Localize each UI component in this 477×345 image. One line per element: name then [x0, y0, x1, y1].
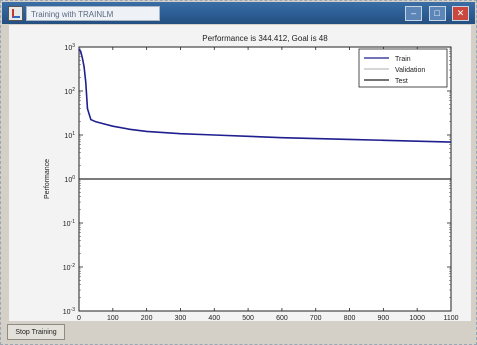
series-point — [95, 121, 97, 123]
series-point — [213, 134, 215, 136]
legend-box — [358, 48, 448, 88]
x-tick-label: 100 — [107, 315, 119, 321]
legend-entry: Train — [395, 56, 411, 63]
y-tick-label: 102 — [64, 87, 75, 96]
y-tick-label: 101 — [64, 131, 75, 140]
series-point — [80, 50, 82, 52]
series-point — [86, 108, 89, 110]
x-tick-label: 700 — [310, 315, 322, 321]
x-tick-label: 600 — [276, 315, 288, 321]
performance-chart: Performance is 344.412, Goal is 48 0 100 20… — [44, 34, 459, 321]
series-point — [78, 48, 80, 50]
series-point — [382, 139, 384, 141]
series-point — [103, 123, 105, 125]
x-tick-label: 1000 — [409, 315, 425, 321]
series-point — [450, 141, 452, 143]
minimize-icon[interactable]: – — [405, 6, 423, 21]
window-controls: – □ ✕ — [403, 6, 469, 21]
x-tick-label: 1100 — [443, 315, 458, 321]
y-tick-label: 103 — [64, 43, 75, 52]
y-tick-label: 10-2 — [63, 263, 75, 272]
series-point — [129, 128, 131, 130]
series-point — [416, 140, 418, 142]
series-point — [315, 137, 317, 140]
matlab-app-icon — [8, 6, 23, 21]
y-tick-label: 100 — [64, 175, 75, 184]
y-tick-label: 10-1 — [63, 219, 75, 228]
series-point — [146, 130, 148, 133]
x-tick-label: 800 — [344, 315, 356, 321]
series-point — [281, 137, 283, 139]
legend-entry: Test — [395, 78, 408, 85]
series-point — [83, 66, 85, 68]
y-tick-label: 10-3 — [63, 307, 75, 316]
series-point — [179, 133, 182, 135]
x-tick-label: 300 — [175, 315, 187, 321]
stop-training-button[interactable]: Stop Training — [7, 324, 65, 340]
x-tick-label: 0 — [77, 315, 81, 321]
close-icon[interactable]: ✕ — [452, 6, 469, 21]
legend-entry: Validation — [395, 67, 425, 74]
series-point — [85, 81, 87, 83]
series-point — [247, 135, 249, 137]
chart-title: Performance is 344.412, Goal is 48 — [202, 34, 328, 43]
x-tick-label: 900 — [378, 315, 390, 321]
y-axis-label: Performance — [44, 159, 51, 199]
title-bar[interactable]: Training with TRAINLM – □ ✕ — [2, 2, 475, 24]
series-point — [90, 119, 92, 121]
series-point — [348, 138, 351, 140]
x-tick-label: 400 — [208, 315, 220, 321]
series-point — [81, 57, 83, 59]
window-title: Training with TRAINLM — [26, 6, 160, 21]
x-tick-label: 500 — [242, 315, 254, 321]
maximize-icon[interactable]: □ — [428, 6, 446, 21]
x-tick-label: 200 — [141, 315, 153, 321]
series-point — [112, 125, 114, 127]
figure-canvas: Performance is 344.412, Goal is 48 0 100 20… — [9, 25, 471, 321]
